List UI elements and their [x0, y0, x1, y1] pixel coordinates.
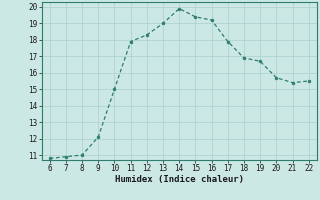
X-axis label: Humidex (Indice chaleur): Humidex (Indice chaleur) — [115, 175, 244, 184]
